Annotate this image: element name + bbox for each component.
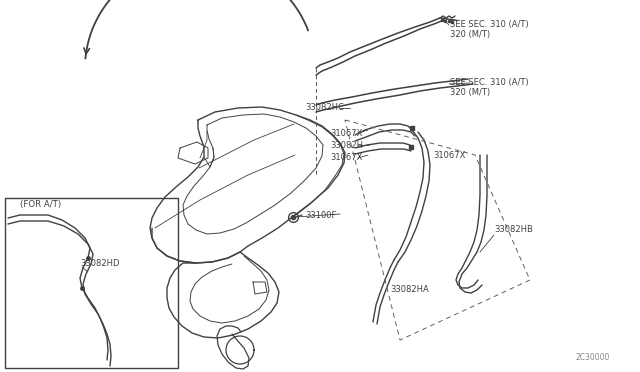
Text: 33082HC: 33082HC	[305, 103, 344, 112]
Text: 33082HB: 33082HB	[494, 225, 533, 234]
Text: (FOR A/T): (FOR A/T)	[20, 201, 61, 209]
Text: 320 (M/T): 320 (M/T)	[450, 31, 490, 39]
Text: 33082HD: 33082HD	[80, 259, 120, 267]
Text: 33082HA: 33082HA	[390, 285, 429, 295]
Text: 33082H: 33082H	[330, 141, 363, 151]
Text: 33100F: 33100F	[305, 211, 337, 219]
Text: 31067X: 31067X	[330, 128, 362, 138]
Bar	[5, 198, 178, 368]
Text: 31067X: 31067X	[433, 151, 465, 160]
Text: 320 (M/T): 320 (M/T)	[450, 87, 490, 96]
Text: SEE SEC. 310 (A/T): SEE SEC. 310 (A/T)	[450, 77, 529, 87]
Text: 31067X: 31067X	[330, 154, 362, 163]
Text: SEE SEC. 310 (A/T): SEE SEC. 310 (A/T)	[450, 20, 529, 29]
Text: 2C30000: 2C30000	[575, 353, 610, 362]
